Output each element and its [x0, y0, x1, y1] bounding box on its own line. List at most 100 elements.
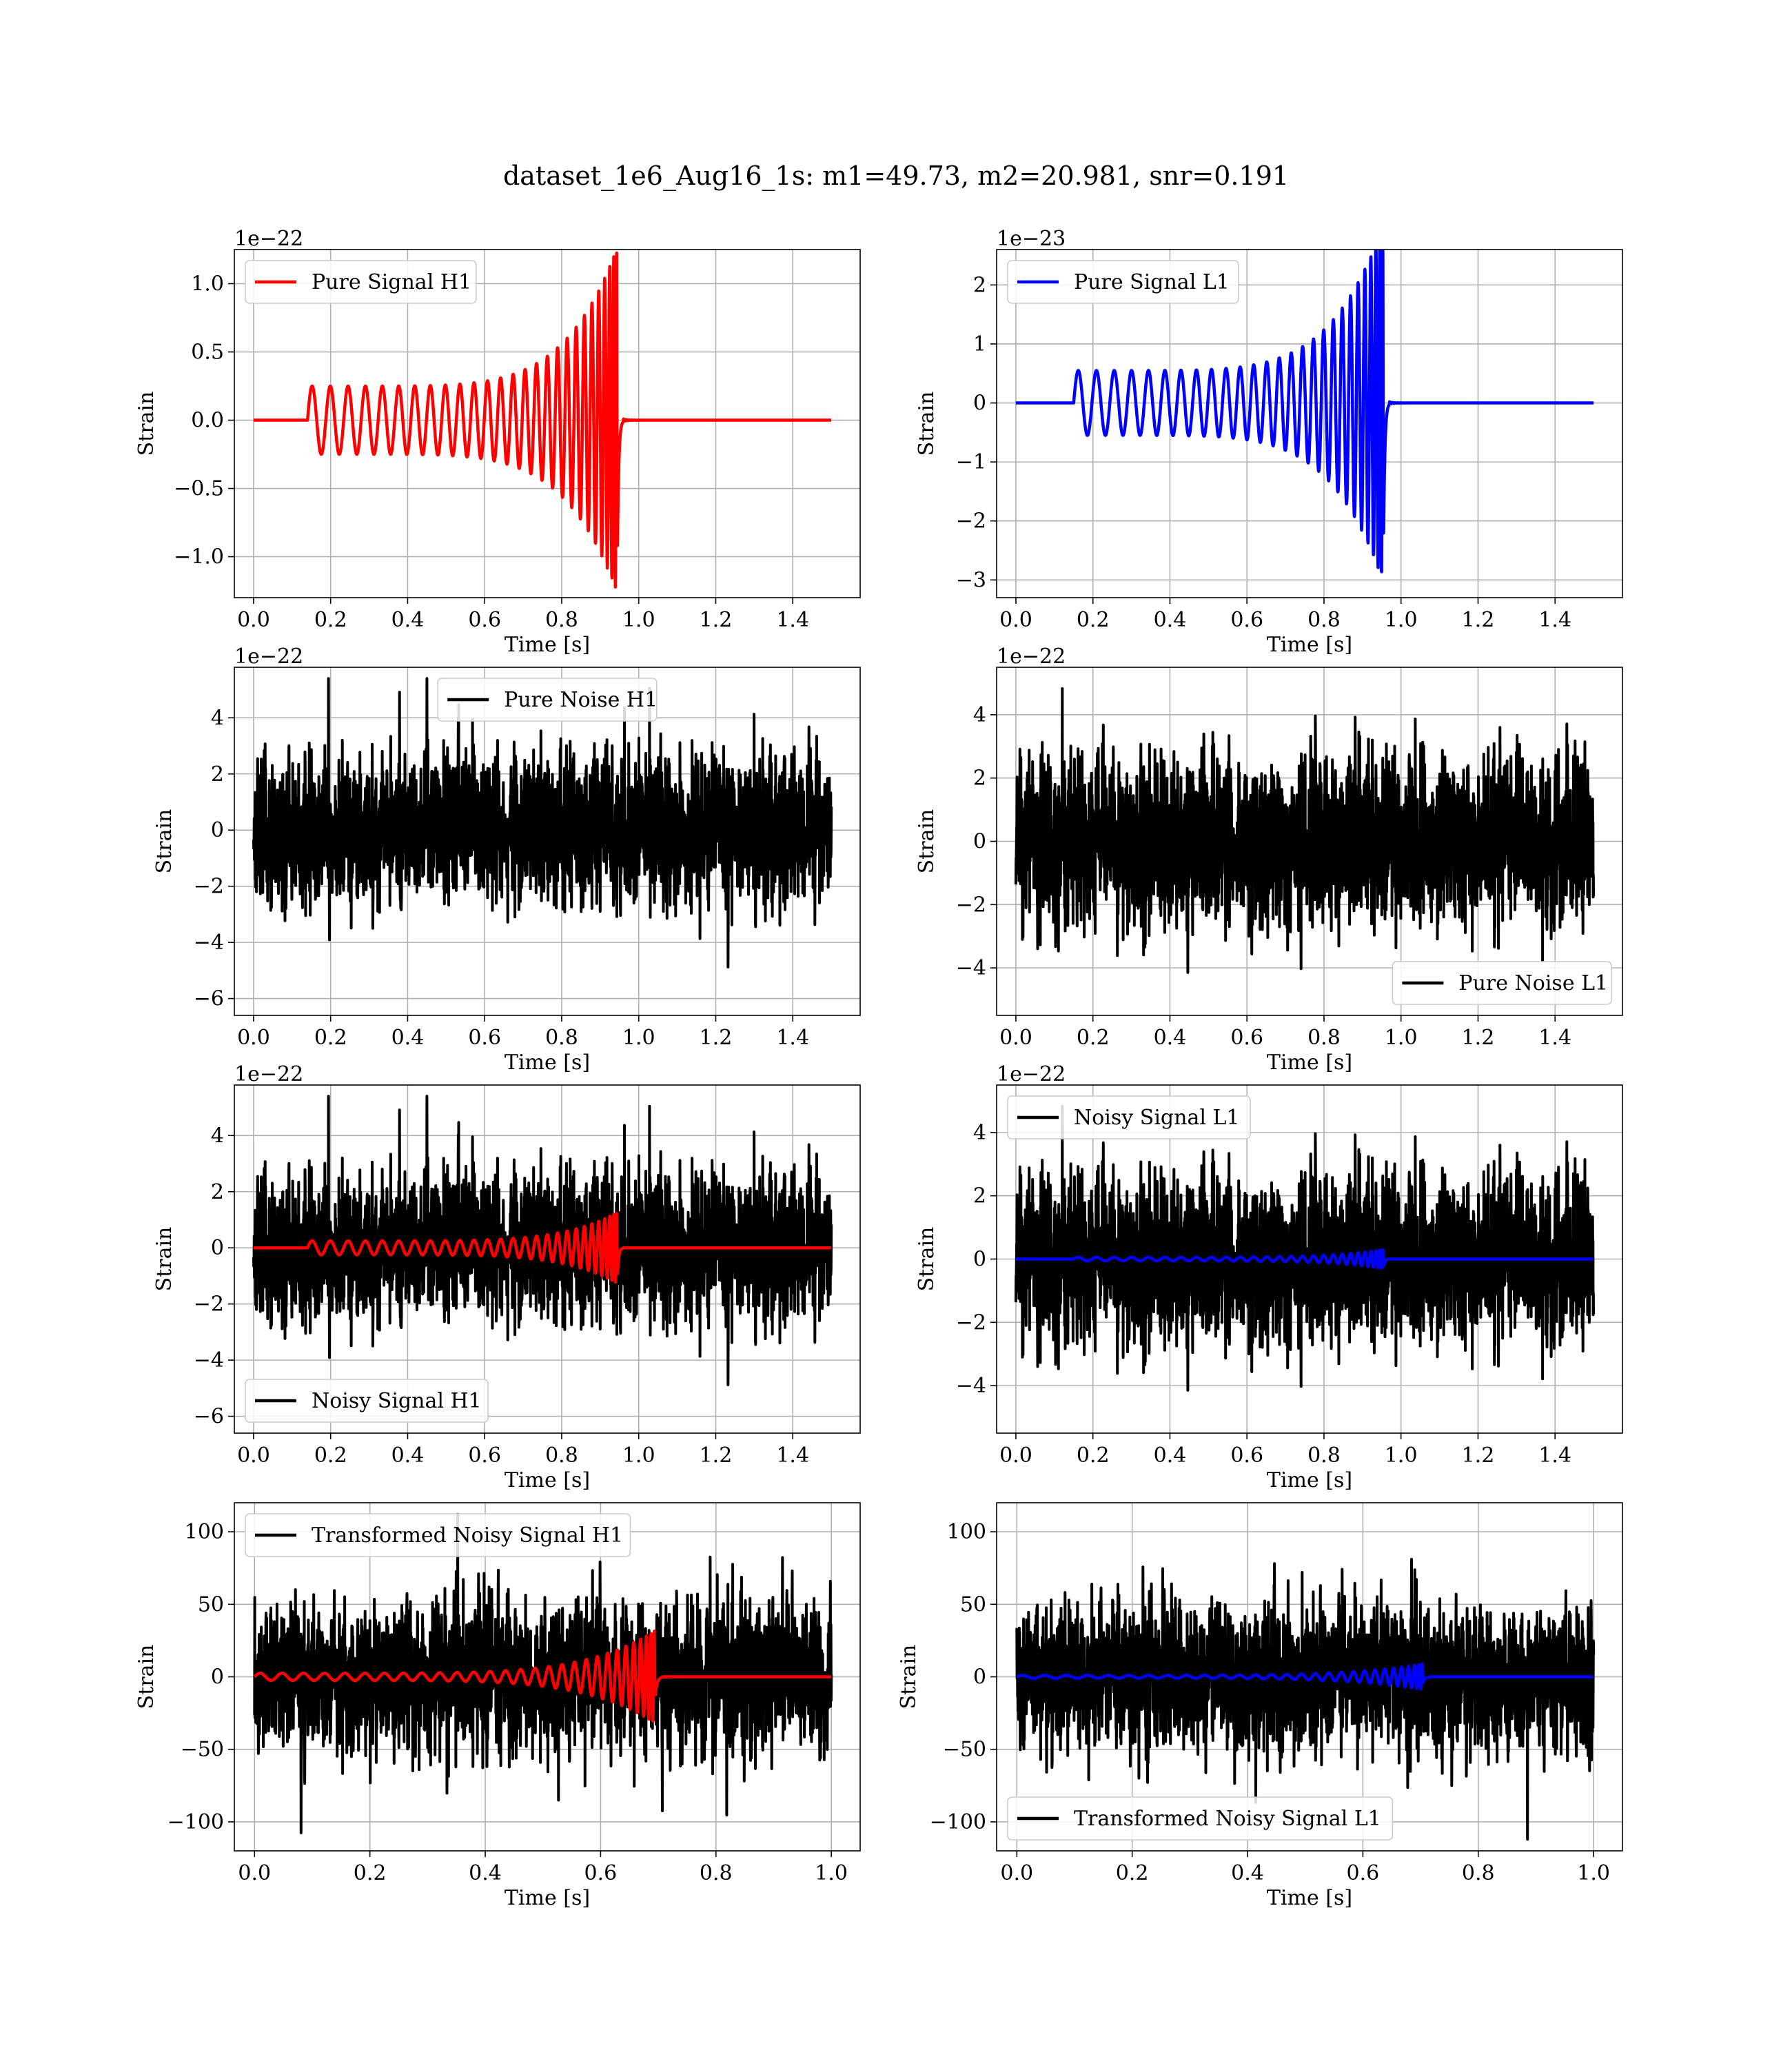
axes-frame — [234, 1084, 861, 1434]
x-tick-label: 1.4 — [1538, 608, 1571, 632]
y-tick-label: −50 — [943, 1738, 986, 1762]
axes-frame — [996, 249, 1623, 598]
x-tick-label: 1.0 — [622, 1026, 655, 1050]
y-tick-label: 1 — [973, 332, 986, 356]
x-tick-label: 0.0 — [237, 1443, 270, 1468]
x-tick-label: 1.2 — [1462, 1026, 1495, 1050]
x-tick-label: 0.0 — [999, 608, 1032, 632]
figure-title: dataset_1e6_Aug16_1s: m1=49.73, m2=20.98… — [503, 161, 1289, 192]
x-tick-label: 0.4 — [391, 1443, 425, 1468]
y-axis-label: Strain — [134, 392, 159, 456]
legend-box — [1007, 1796, 1394, 1841]
x-tick-label: 1.4 — [1538, 1026, 1571, 1050]
x-tick-label: 1.0 — [622, 1443, 655, 1468]
y-tick-label: −4 — [956, 956, 986, 980]
offset-text: 1e−22 — [997, 645, 1066, 669]
y-tick-label: −1.0 — [174, 545, 224, 569]
panel-pure-noise-h1: 0.0 0.2 0.4 0.6 0.8 1.0 1.2 1.4 −6 −4 −2 0 2 4 Time [s… — [152, 645, 861, 1075]
legend-label: Noisy Signal L1 — [1074, 1106, 1239, 1130]
overlay-signal-line — [253, 1629, 833, 1723]
x-tick-label: 0.8 — [1307, 1026, 1341, 1050]
x-tick-label: 0.0 — [999, 1026, 1032, 1050]
x-tick-label: 0.6 — [1230, 1026, 1263, 1050]
offset-text: 1e−22 — [234, 645, 303, 669]
x-tick-label: 0.2 — [1116, 1861, 1149, 1885]
y-tick-label: 2 — [973, 1184, 986, 1208]
x-tick-label: 1.2 — [1462, 1443, 1495, 1468]
y-tick-label: −1 — [956, 450, 986, 474]
series-line — [1015, 1558, 1596, 1841]
y-axis-label: Strain — [134, 1645, 159, 1710]
y-axis-label: Strain — [897, 1645, 921, 1710]
offset-text: 1e−22 — [997, 1062, 1066, 1086]
legend: Transformed Noisy Signal H1 — [245, 1513, 631, 1557]
y-tick-label: −100 — [167, 1810, 224, 1834]
panel-pure-signal-h1: 0.0 0.2 0.4 0.6 0.8 1.0 1.2 1.4 −1.0 −0.5 0.0 0.5 1.… — [134, 227, 861, 657]
x-axis-label: Time [s] — [1267, 633, 1352, 657]
legend: Noisy Signal H1 — [245, 1379, 489, 1423]
legend-box — [245, 1513, 631, 1557]
panel-transformed-noisy-signal-l1: 0.0 0.2 0.4 0.6 0.8 1.0 −100 −50 0 50 100 Time [s] S… — [897, 1502, 1623, 1910]
legend-box — [1007, 1095, 1251, 1139]
x-tick-label: 0.6 — [584, 1861, 618, 1885]
x-tick-label: 0.6 — [1230, 1443, 1263, 1468]
legend: Noisy Signal L1 — [1007, 1095, 1251, 1139]
y-axis-label: Strain — [915, 809, 939, 874]
x-tick-label: 0.2 — [1077, 608, 1110, 632]
x-tick-label: 0.4 — [1231, 1861, 1264, 1885]
series-line — [253, 1512, 833, 1834]
x-tick-label: 1.0 — [1385, 1026, 1418, 1050]
x-tick-label: 0.2 — [314, 1443, 347, 1468]
x-axis-label: Time [s] — [505, 633, 590, 657]
x-tick-label: 0.6 — [1230, 608, 1263, 632]
overlay-signal-line — [1015, 1248, 1596, 1270]
y-tick-label: 50 — [198, 1592, 224, 1616]
x-tick-label: 0.8 — [700, 1861, 733, 1885]
x-tick-label: 1.4 — [1538, 1443, 1571, 1468]
legend-box — [1392, 961, 1612, 1005]
x-tick-label: 0.2 — [314, 608, 347, 632]
y-tick-label: 0.5 — [191, 341, 224, 365]
y-tick-label: 0 — [973, 1665, 986, 1690]
legend-label: Transformed Noisy Signal H1 — [312, 1523, 623, 1548]
y-tick-label: 0 — [211, 1665, 224, 1690]
y-tick-label: −50 — [181, 1738, 224, 1762]
offset-text: 1e−22 — [234, 227, 303, 251]
x-axis-label: Time [s] — [1267, 1051, 1352, 1075]
panel-noisy-signal-l1: 0.0 0.2 0.4 0.6 0.8 1.0 1.2 1.4 −4 −2 0 2 4 Time [s] S… — [915, 1062, 1623, 1492]
x-tick-label: 0.8 — [1462, 1861, 1495, 1885]
y-axis-label: Strain — [152, 1227, 176, 1292]
y-tick-label: 100 — [185, 1520, 224, 1544]
y-tick-label: −4 — [194, 1348, 224, 1372]
y-tick-label: 50 — [960, 1592, 986, 1616]
legend-box — [245, 1379, 489, 1423]
legend-box — [245, 260, 477, 304]
x-tick-label: 0.0 — [999, 1443, 1032, 1468]
y-tick-label: −2 — [956, 509, 986, 534]
offset-text: 1e−23 — [997, 227, 1066, 251]
y-tick-label: 4 — [211, 1124, 224, 1148]
panel-pure-signal-l1: 0.0 0.2 0.4 0.6 0.8 1.0 1.2 1.4 −3 −2 −1 0 1 2 Time [s… — [915, 227, 1623, 657]
y-tick-label: −100 — [930, 1810, 986, 1834]
series-line — [1014, 687, 1596, 974]
series-line — [252, 251, 833, 589]
x-tick-label: 1.0 — [622, 608, 655, 632]
x-tick-label: 0.8 — [1307, 608, 1341, 632]
y-tick-label: −2 — [956, 893, 986, 917]
plot-area — [252, 1095, 833, 1386]
x-axis-label: Time [s] — [505, 1886, 590, 1910]
x-tick-label: 0.6 — [468, 1026, 501, 1050]
x-tick-label: 0.8 — [545, 1026, 578, 1050]
x-tick-label: 0.4 — [1154, 1443, 1187, 1468]
x-tick-label: 1.4 — [776, 608, 809, 632]
y-tick-label: 4 — [211, 706, 224, 730]
plot-area — [1015, 250, 1596, 574]
y-tick-label: 0 — [973, 1248, 986, 1272]
axes-frame — [234, 249, 861, 598]
y-tick-label: 0 — [973, 392, 986, 416]
legend-box — [437, 678, 658, 722]
y-axis-label: Strain — [915, 1227, 939, 1292]
x-tick-label: 1.2 — [1462, 608, 1495, 632]
y-tick-label: 0.0 — [191, 409, 224, 433]
y-tick-label: 0 — [211, 1236, 224, 1260]
